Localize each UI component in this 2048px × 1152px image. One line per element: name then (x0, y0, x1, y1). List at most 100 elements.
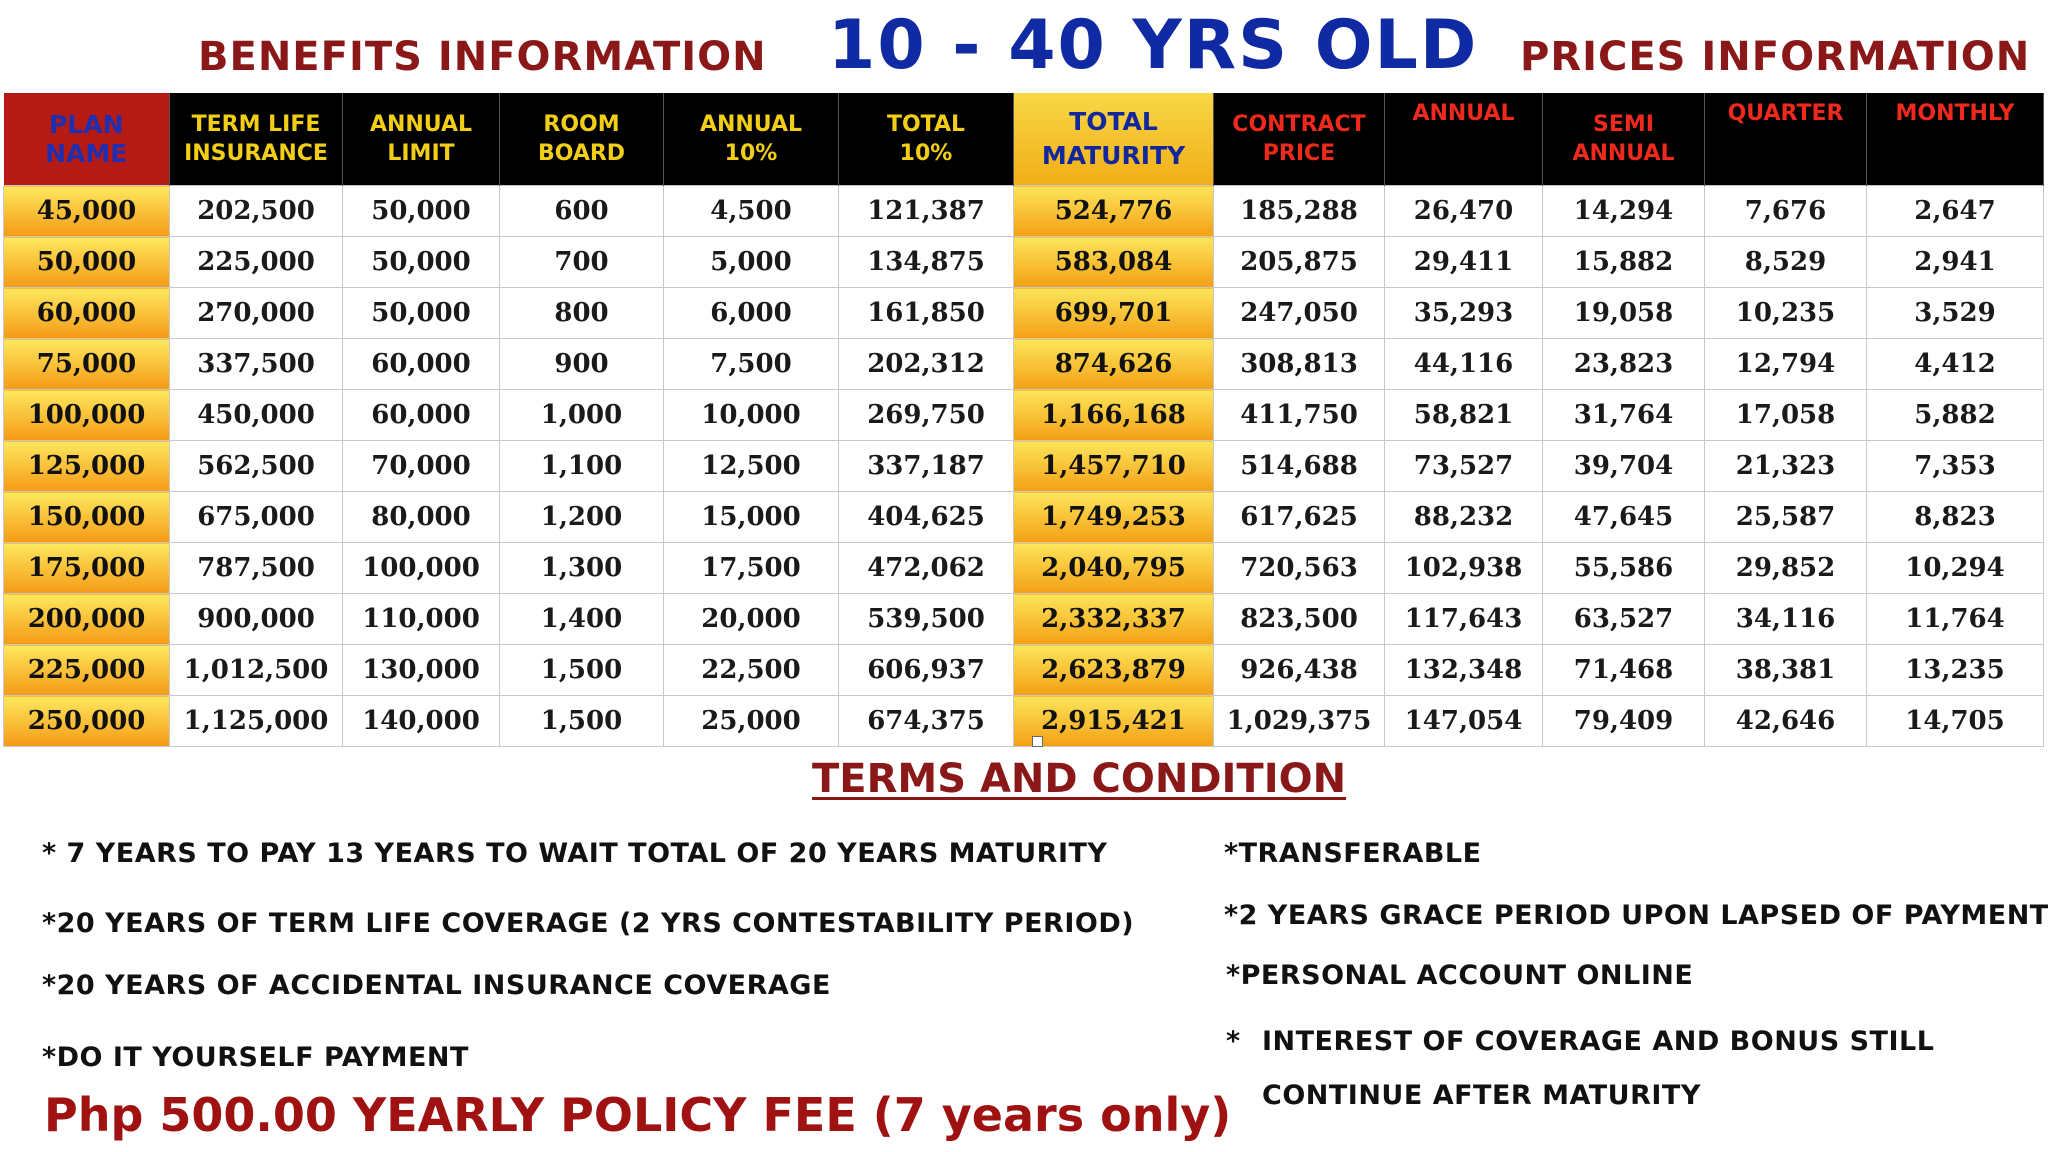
table-cell: 102,938 (1384, 542, 1543, 594)
plan-name-cell: 150,000 (3, 491, 170, 543)
policy-fee-note: Php 500.00 YEARLY POLICY FEE (7 years on… (44, 1088, 1232, 1142)
table-cell: 60,000 (342, 389, 500, 441)
header-line: PRICE (1262, 141, 1336, 166)
table-cell: 674,375 (838, 695, 1014, 747)
table-cell: 1,012,500 (169, 644, 343, 696)
header-line: MONTHLY (1895, 101, 2015, 126)
table-cell: 4,500 (663, 185, 839, 237)
plan-name-cell: 50,000 (3, 236, 170, 288)
table-cell: 247,050 (1213, 287, 1385, 339)
plan-name-cell: 60,000 (3, 287, 170, 339)
table-cell: 12,794 (1704, 338, 1867, 390)
table-cell: 50,000 (342, 236, 500, 288)
table-cell: 1,100 (499, 440, 664, 492)
table-cell: 1,300 (499, 542, 664, 594)
table-cell: 450,000 (169, 389, 343, 441)
table-cell: 23,823 (1542, 338, 1705, 390)
table-cell: 205,875 (1213, 236, 1385, 288)
table-cell: 140,000 (342, 695, 500, 747)
table-cell: 88,232 (1384, 491, 1543, 543)
table-cell: 411,750 (1213, 389, 1385, 441)
table-header-row: PLAN NAME TERM LIFE INSURANCE ANNUAL LIMIT … (3, 93, 2044, 186)
table-cell: 787,500 (169, 542, 343, 594)
age-range-title: 10 - 40 YRS OLD (828, 6, 1479, 85)
table-cell: 161,850 (838, 287, 1014, 339)
table-cell: 25,000 (663, 695, 839, 747)
table-cell: 15,000 (663, 491, 839, 543)
table-cell: 539,500 (838, 593, 1014, 645)
table-cell: 134,875 (838, 236, 1014, 288)
table-cell: 185,288 (1213, 185, 1385, 237)
table-cell: 5,000 (663, 236, 839, 288)
total-maturity-cell: 583,084 (1013, 236, 1214, 288)
plan-name-cell: 100,000 (3, 389, 170, 441)
table-cell: 606,937 (838, 644, 1014, 696)
table-cell: 404,625 (838, 491, 1014, 543)
column-header-total-maturity: TOTAL MATURITY (1013, 93, 1214, 186)
term-item: * 7 YEARS TO PAY 13 YEARS TO WAIT TOTAL … (42, 838, 1108, 869)
terms-and-condition-title: TERMS AND CONDITION (812, 756, 1347, 802)
table-row: 125,000 562,500 70,000 1,100 12,500 337,187 1,… (3, 440, 2044, 492)
table-cell: 132,348 (1384, 644, 1543, 696)
table-cell: 58,821 (1384, 389, 1543, 441)
table-cell: 21,323 (1704, 440, 1867, 492)
column-header-annual-10: ANNUAL 10% (663, 93, 839, 186)
column-header-room-board: ROOM BOARD (499, 93, 664, 186)
table-cell: 10,000 (663, 389, 839, 441)
column-header-plan-name: PLAN NAME (3, 93, 170, 186)
term-item: *20 YEARS OF TERM LIFE COVERAGE (2 YRS C… (42, 908, 1135, 939)
table-cell: 600 (499, 185, 664, 237)
table-cell: 44,116 (1384, 338, 1543, 390)
table-cell: 35,293 (1384, 287, 1543, 339)
table-cell: 308,813 (1213, 338, 1385, 390)
header-line: LIMIT (387, 141, 455, 166)
table-cell: 3,529 (1866, 287, 2044, 339)
header-line: PLAN (48, 110, 124, 139)
table-cell: 1,400 (499, 593, 664, 645)
header-line: NAME (45, 139, 128, 168)
total-maturity-cell: 699,701 (1013, 287, 1214, 339)
table-cell: 269,750 (838, 389, 1014, 441)
table-cell: 900 (499, 338, 664, 390)
header-line: BOARD (537, 141, 626, 166)
term-item: *TRANSFERABLE (1224, 838, 1482, 869)
total-maturity-cell: 1,457,710 (1013, 440, 1214, 492)
plan-name-cell: 125,000 (3, 440, 170, 492)
table-cell: 19,058 (1542, 287, 1705, 339)
header-line: MATURITY (1041, 141, 1186, 170)
table-row: 100,000 450,000 60,000 1,000 10,000 269,750 1,… (3, 389, 2044, 441)
plan-name-cell: 200,000 (3, 593, 170, 645)
table-cell: 70,000 (342, 440, 500, 492)
table-cell: 55,586 (1542, 542, 1705, 594)
table-cell: 130,000 (342, 644, 500, 696)
table-cell: 100,000 (342, 542, 500, 594)
table-cell: 1,000 (499, 389, 664, 441)
table-cell: 202,312 (838, 338, 1014, 390)
table-cell: 514,688 (1213, 440, 1385, 492)
total-maturity-cell: 2,040,795 (1013, 542, 1214, 594)
total-maturity-cell: 2,332,337 (1013, 593, 1214, 645)
resize-handle[interactable] (1032, 736, 1043, 747)
column-header-contract-price: CONTRACT PRICE (1213, 93, 1385, 186)
column-header-term-life-insurance: TERM LIFE INSURANCE (169, 93, 343, 186)
plan-name-cell: 75,000 (3, 338, 170, 390)
table-cell: 25,587 (1704, 491, 1867, 543)
table-row: 75,000 337,500 60,000 900 7,500 202,312 874,62… (3, 338, 2044, 390)
total-maturity-cell: 874,626 (1013, 338, 1214, 390)
table-cell: 31,764 (1542, 389, 1705, 441)
header-line: SEMI (1593, 112, 1654, 137)
header-line: ANNUAL (1572, 141, 1675, 166)
table-cell: 720,563 (1213, 542, 1385, 594)
table-cell: 1,200 (499, 491, 664, 543)
table-row: 250,000 1,125,000 140,000 1,500 25,000 674,37… (3, 695, 2044, 747)
table-row: 60,000 270,000 50,000 800 6,000 161,850 699,70… (3, 287, 2044, 339)
table-cell: 39,704 (1542, 440, 1705, 492)
table-cell: 10,294 (1866, 542, 2044, 594)
term-item: *2 YEARS GRACE PERIOD UPON LAPSED OF PAY… (1224, 900, 2048, 931)
table-cell: 71,468 (1542, 644, 1705, 696)
plan-name-cell: 45,000 (3, 185, 170, 237)
total-maturity-cell: 1,749,253 (1013, 491, 1214, 543)
table-cell: 63,527 (1542, 593, 1705, 645)
table-cell: 1,029,375 (1213, 695, 1385, 747)
table-cell: 14,294 (1542, 185, 1705, 237)
